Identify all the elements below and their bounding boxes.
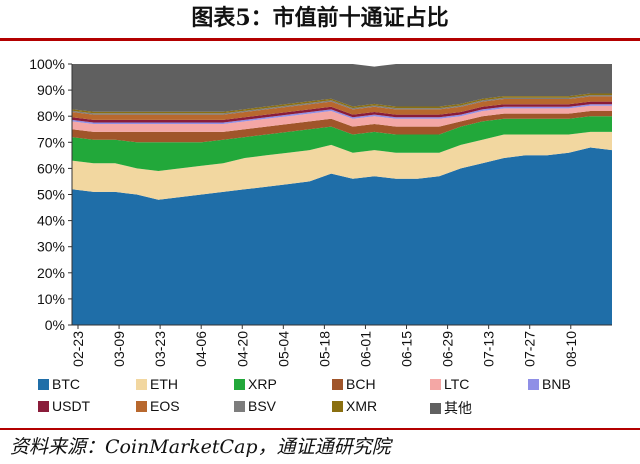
y-tick-label: 80% — [37, 108, 65, 124]
x-tick-label: 05-18 — [316, 331, 332, 367]
legend-swatch — [430, 402, 441, 414]
area-eos — [72, 96, 612, 120]
legend-label: BNB — [542, 376, 571, 392]
area-bch — [72, 111, 612, 143]
legend-swatch — [136, 378, 147, 390]
y-tick-label: 30% — [37, 239, 65, 255]
title-divider — [0, 38, 640, 41]
area-bnb — [72, 104, 612, 124]
x-tick-label: 06-29 — [440, 331, 456, 367]
y-tick-label: 10% — [37, 291, 65, 307]
legend-swatch — [234, 378, 245, 390]
legend-item-bch: BCH — [332, 376, 376, 392]
legend-swatch — [38, 400, 49, 412]
x-tick-label: 08-10 — [563, 331, 579, 367]
legend-item-bnb: BNB — [528, 376, 571, 392]
legend-swatch — [38, 378, 49, 390]
legend-swatch — [430, 378, 441, 390]
x-tick-label: 02-23 — [70, 331, 86, 367]
legend-swatch — [136, 400, 147, 412]
area-xmr — [72, 93, 612, 114]
y-tick-label: 40% — [37, 213, 65, 229]
legend-swatch — [332, 378, 343, 390]
legend-label: LTC — [444, 376, 470, 392]
legend-label: XRP — [248, 376, 277, 392]
legend-swatch — [332, 400, 343, 412]
x-axis: 02-23 03-09 03-23 04-06 04-20 05-04 05-18 06-01… — [70, 324, 612, 367]
legend-label: USDT — [52, 398, 91, 414]
source-note: 资料来源：CoinMarketCap，通证通研究院 — [10, 436, 391, 458]
area-bsv — [72, 95, 612, 115]
legend-swatch — [528, 378, 539, 390]
legend-item-bsv: BSV — [234, 398, 276, 414]
stacked-area-chart: 0%10%20%30%40%50%60%70%80%90%100% 02-23 0… — [29, 56, 612, 367]
y-tick-label: 100% — [29, 56, 65, 72]
legend-item-btc: BTC — [38, 376, 80, 392]
area-ltc — [72, 105, 612, 132]
x-tick-label: 03-23 — [152, 331, 168, 367]
legend-swatch — [234, 400, 245, 412]
x-tick-label: 04-06 — [193, 331, 209, 367]
y-tick-label: 20% — [37, 265, 65, 281]
legend-label: BSV — [248, 398, 277, 414]
source-divider — [0, 428, 640, 430]
area-xrp — [72, 116, 612, 171]
legend-item-xrp: XRP — [234, 376, 277, 392]
figure-title: 图表5：市值前十通证占比 — [191, 5, 449, 31]
legend-label: BTC — [52, 376, 80, 392]
legend-item-eth: ETH — [136, 376, 178, 392]
legend-label: BCH — [346, 376, 376, 392]
legend-item-其他: 其他 — [430, 398, 472, 418]
x-tick-label: 06-01 — [357, 331, 373, 367]
area-btc — [72, 147, 612, 325]
legend-label: EOS — [150, 398, 180, 414]
y-tick-label: 70% — [37, 134, 65, 150]
y-tick-label: 50% — [37, 187, 65, 203]
y-tick-label: 90% — [37, 82, 65, 98]
y-tick-label: 0% — [45, 317, 65, 333]
legend-item-xmr: XMR — [332, 398, 377, 414]
x-tick-label: 06-15 — [399, 331, 415, 367]
area-layers — [72, 64, 612, 325]
area-usdt — [72, 101, 612, 123]
area-其他 — [72, 64, 612, 112]
y-tick-label: 60% — [37, 160, 65, 176]
area-eth — [72, 131, 612, 200]
legend-label: XMR — [346, 398, 378, 414]
x-tick-label: 07-13 — [481, 331, 497, 367]
x-tick-label: 07-27 — [522, 331, 538, 367]
legend-item-eos: EOS — [136, 398, 180, 414]
legend-item-ltc: LTC — [430, 376, 469, 392]
y-axis: 0% 10% 20% 30% 40% 50% 60% 70% 80% 90% 100% — [29, 56, 73, 333]
legend-label: ETH — [150, 376, 178, 392]
chart-legend: BTC ETH XRP BCH LTC BNB USDT EOS BSV XMR 其他 — [38, 376, 628, 422]
x-tick-label: 03-09 — [111, 331, 127, 367]
x-tick-label: 05-04 — [275, 331, 291, 367]
x-tick-label: 04-20 — [234, 331, 250, 367]
legend-label: 其他 — [444, 400, 472, 416]
legend-item-usdt: USDT — [38, 398, 90, 414]
